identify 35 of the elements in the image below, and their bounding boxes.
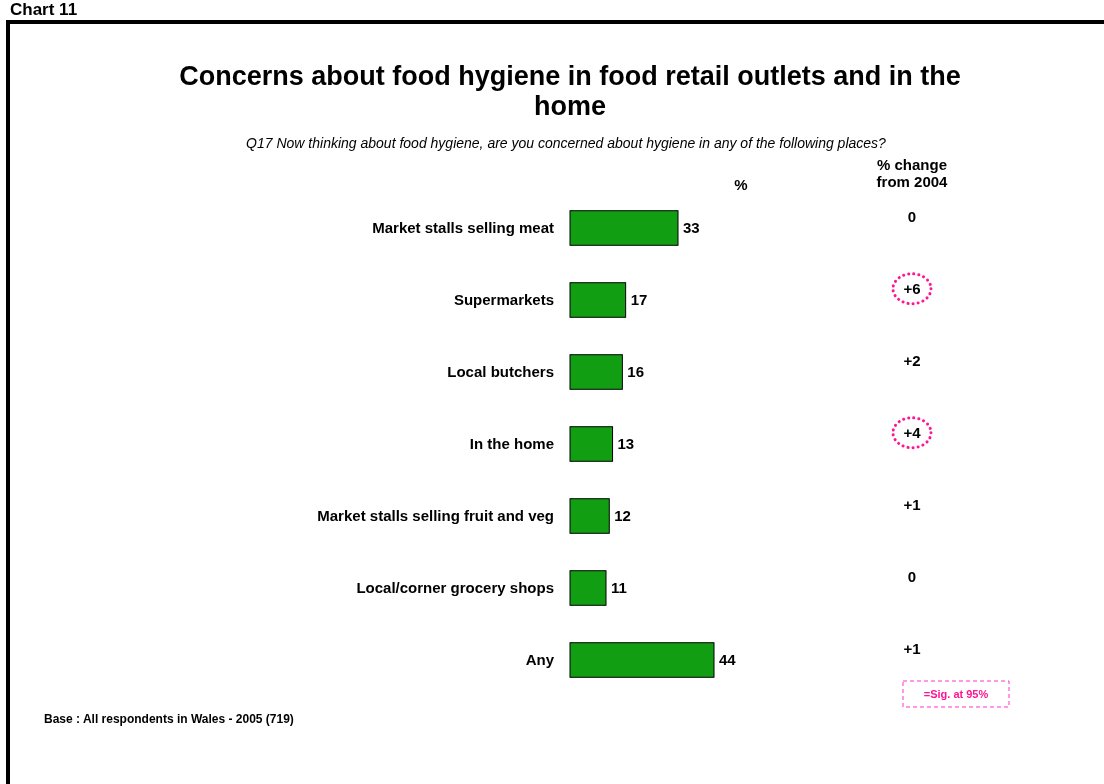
text: =Sig. at 95% (923, 688, 989, 700)
bar (569, 426, 614, 462)
data-label: 12 (614, 507, 631, 525)
bar (569, 282, 627, 318)
y-tick-label: Local butchers (447, 363, 554, 381)
y-tick-label: Supermarkets (453, 291, 554, 309)
text: +4 (903, 423, 922, 441)
bar (569, 354, 623, 390)
data-label: 13 (617, 435, 635, 453)
y-tick-label: In the home (469, 435, 554, 453)
text: +6 (903, 279, 921, 297)
text: +2 (903, 351, 921, 369)
text: 0 (907, 207, 917, 225)
bar (569, 210, 679, 246)
text: 0 (907, 567, 917, 585)
y-tick-label: Local/corner grocery shops (356, 579, 554, 597)
text: Base : All respondents in Wales - 2005 (719) (44, 712, 294, 726)
bar (569, 642, 715, 678)
chart-subtitle: Q17 Now thinking about food hygiene, are you concerned about hygiene in any of the following places? (246, 135, 887, 151)
y-tick-label: Market stalls selling meat (372, 219, 554, 237)
chart-title: Concerns about food hygiene in food retail outlets and in the home (179, 61, 961, 121)
y-tick-label: Any (525, 651, 555, 669)
bar (569, 570, 607, 606)
data-label: 16 (627, 363, 645, 381)
data-label: 44 (719, 651, 737, 669)
caption: Chart 11 (10, 0, 78, 19)
text: % change from 2004 (876, 156, 949, 190)
data-label: 33 (683, 219, 700, 237)
data-label: 11 (611, 579, 627, 597)
text: % (734, 176, 748, 193)
bar (569, 498, 610, 534)
data-label: 17 (630, 291, 648, 309)
text: +1 (903, 495, 921, 513)
text: +1 (903, 639, 921, 657)
y-tick-label: Market stalls selling fruit and veg (317, 507, 554, 525)
